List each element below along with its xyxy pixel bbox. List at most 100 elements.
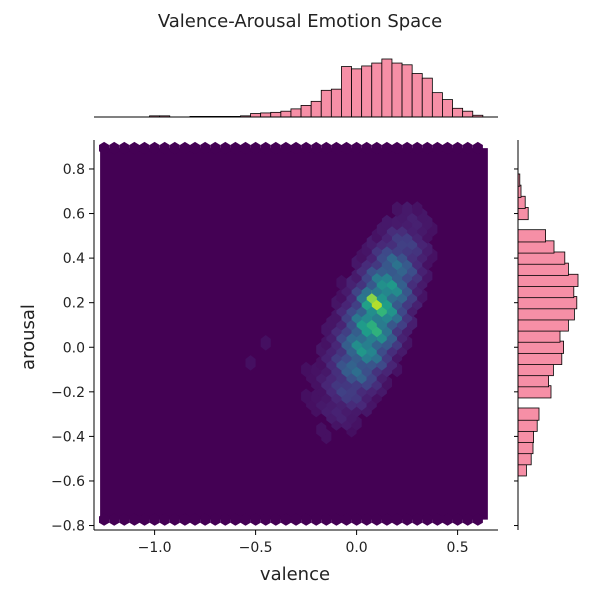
- hexbin-cell: [301, 388, 312, 404]
- marginal-x-bar: [421, 77, 433, 118]
- hexbin-edge-cell: [361, 513, 372, 526]
- marginal-y-bar: [517, 229, 547, 243]
- hexbin-edge-cell: [291, 513, 302, 526]
- marginal-y-bar: [517, 418, 538, 432]
- hexbin-edge-cell: [361, 141, 372, 155]
- hexbin-edge-cell: [109, 141, 120, 155]
- hexbin-edge-cell: [402, 513, 413, 526]
- hexbin-edge-cell: [179, 141, 190, 155]
- hexbin-edge-cell: [392, 141, 403, 155]
- hexbin-edge-cell: [472, 513, 483, 526]
- hexbin-edge-cell: [169, 513, 180, 526]
- marginal-y-bar: [517, 207, 529, 221]
- y-axis-label: arousal: [18, 304, 39, 370]
- hexbin-edge-cell: [139, 513, 150, 526]
- marginal-y-bar: [517, 463, 527, 477]
- hexbin-edge-cell: [381, 513, 392, 526]
- marginal-y-bar: [517, 296, 578, 310]
- hexbin-edge-cell: [200, 141, 211, 155]
- y-tick-label: 0.6: [63, 207, 85, 223]
- y-axis-ticks: −0.8 −0.6 −0.4 −0.2 0.0 0.2 0.4 0.6 0.8: [51, 162, 94, 535]
- y-tick-label: −0.4: [51, 429, 85, 445]
- marginal-y-bar: [517, 351, 563, 365]
- hexbin-edge-cell: [452, 513, 463, 526]
- hexbin-edge-cell: [169, 141, 180, 155]
- marginal-x-bar: [411, 73, 423, 118]
- marginal-y-bar: [517, 307, 575, 321]
- hexbin-edge-cell: [149, 141, 160, 155]
- hexbin-edge-cell: [260, 513, 271, 526]
- marginal-x-bar: [371, 62, 383, 118]
- marginal-x-bar: [250, 113, 262, 118]
- y-tick-label: −0.2: [51, 385, 85, 401]
- hexbin-edge-cell: [119, 513, 130, 526]
- hexbin-edge-cell: [220, 513, 231, 526]
- hexbin-edge-cell: [99, 141, 110, 155]
- y-tick-label: 0.8: [63, 162, 85, 178]
- hexbin-edge-cell: [462, 141, 473, 155]
- hexbin-edge-cell: [422, 513, 433, 526]
- hexbin-edge-cell: [331, 141, 342, 155]
- hexbin-edge-cell: [432, 513, 443, 526]
- marginal-x-histogram: [149, 58, 484, 118]
- hexbin-edge-cell: [321, 141, 332, 155]
- hexbin-edge-cell: [240, 141, 251, 155]
- hexbin-cell: [402, 201, 413, 217]
- marginal-y-bar: [517, 251, 566, 265]
- marginal-y-bar: [517, 385, 552, 399]
- marginal-x-bar: [260, 112, 272, 118]
- hexbin-edge-cell: [280, 141, 291, 155]
- hexbin-edge-cell: [341, 513, 352, 526]
- hexbin-edge-cell: [462, 513, 473, 526]
- marginal-x-bar: [270, 111, 282, 118]
- hexbin-edge-cell: [250, 513, 261, 526]
- marginal-x-bar: [351, 68, 363, 118]
- marginal-y-bar: [517, 452, 532, 466]
- hexbin-edge-cell: [190, 513, 201, 526]
- marginal-x-bar: [310, 100, 322, 118]
- hexbin-edge-cell: [331, 513, 342, 526]
- hexbin-cell: [392, 201, 403, 217]
- x-tick-label: 0.5: [446, 540, 468, 556]
- hexbin-cell: [316, 422, 327, 438]
- hexbin-edge-cell: [371, 513, 382, 526]
- hexbin-edge-cell: [351, 513, 362, 526]
- y-tick-label: 0.4: [63, 251, 85, 267]
- marginal-y-bar: [517, 329, 561, 343]
- hexbin-edge-cell: [442, 141, 453, 155]
- hexbin-cell: [245, 355, 256, 371]
- marginal-x-bar: [320, 89, 332, 118]
- hexbin-cell: [381, 214, 392, 231]
- marginal-x-bar: [280, 110, 292, 118]
- hexbin-edge-cell: [402, 141, 413, 155]
- marginal-x-bar: [341, 66, 352, 118]
- hexbin-edge-cell: [371, 141, 382, 155]
- hexbin-edge-cell: [260, 141, 271, 155]
- hexbin-edge-cell: [159, 141, 170, 155]
- hexbin-plot: [99, 141, 488, 526]
- hexbin-edge-cell: [321, 513, 332, 526]
- x-tick-label: −1.0: [138, 540, 172, 556]
- hexbin-edge-cell: [422, 141, 433, 155]
- hexbin-edge-cell: [291, 141, 302, 155]
- marginal-y-bar: [517, 363, 554, 377]
- hexbin-edge-cell: [149, 513, 160, 526]
- hexbin-edge-cell: [230, 141, 241, 155]
- hexbin-edge-cell: [129, 513, 140, 526]
- hexbin-edge-cell: [240, 513, 251, 526]
- hexbin-edge-cell: [99, 513, 110, 526]
- hexbin-cell: [412, 201, 423, 217]
- marginal-x-bar: [391, 62, 403, 118]
- marginal-y-bar: [517, 374, 550, 388]
- marginal-x-bar: [431, 92, 443, 118]
- hexbin-edge-cell: [311, 513, 322, 526]
- marginal-y-bar: [517, 195, 526, 209]
- marginal-y-bar: [517, 262, 569, 276]
- marginal-x-bar: [401, 64, 413, 118]
- hexbin-edge-cell: [270, 141, 281, 155]
- marginal-y-bar: [517, 407, 540, 421]
- hexbin-edge-cell: [200, 513, 211, 526]
- hexbin-edge-cell: [280, 513, 291, 526]
- marginal-y-bar: [517, 429, 535, 443]
